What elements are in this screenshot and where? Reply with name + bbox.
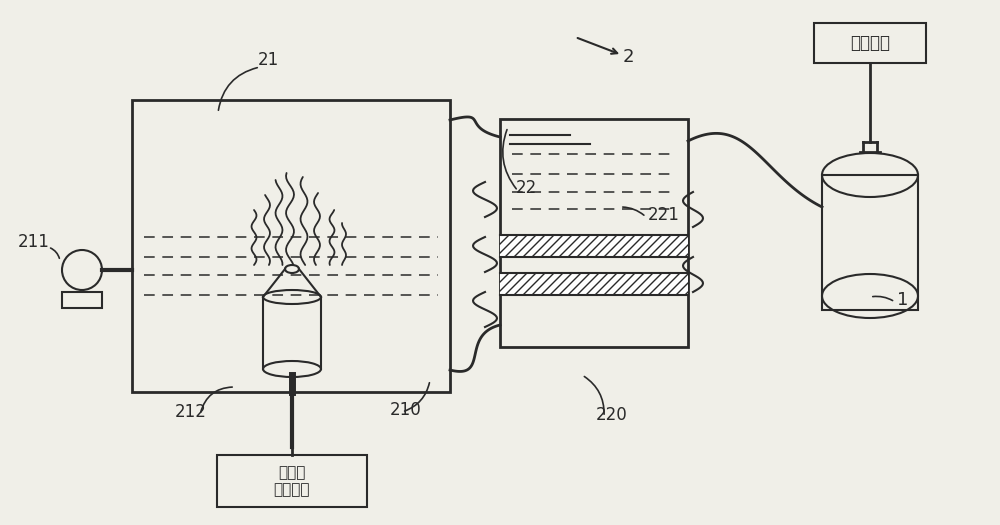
Text: 22: 22 — [516, 179, 537, 197]
Text: 2: 2 — [623, 48, 635, 66]
Bar — [62, 292, 102, 308]
Text: 221: 221 — [648, 206, 680, 224]
Bar — [500, 273, 688, 295]
Bar — [814, 23, 926, 63]
Text: 211: 211 — [18, 233, 50, 251]
Bar — [822, 175, 918, 310]
Text: 212: 212 — [175, 403, 207, 421]
Text: 超声波
驱动电路: 超声波 驱动电路 — [274, 465, 310, 497]
Text: 210: 210 — [390, 401, 422, 419]
Bar — [500, 119, 688, 347]
Bar — [500, 235, 688, 257]
Text: 1: 1 — [897, 291, 908, 309]
Text: 21: 21 — [258, 51, 279, 69]
Text: 220: 220 — [596, 406, 628, 424]
Text: 呼吸面罩: 呼吸面罩 — [850, 34, 890, 52]
Bar — [217, 455, 367, 507]
Bar — [132, 100, 450, 392]
